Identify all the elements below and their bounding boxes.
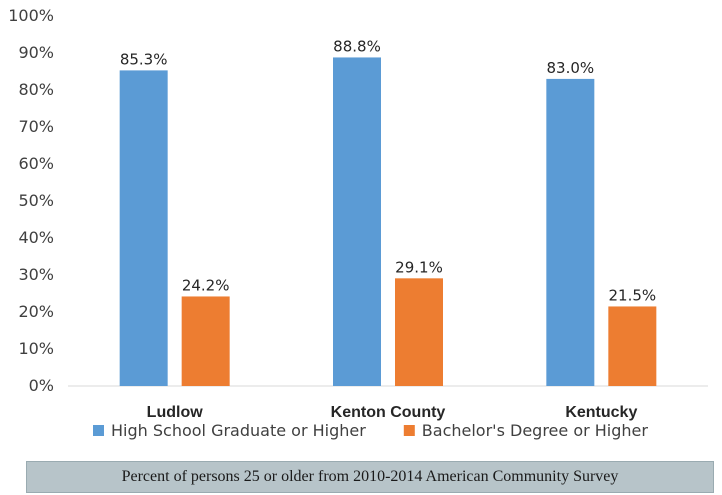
bar-chart: 0% 10% 20% 30% 40% 50% 60% 70% 80% 90% 100% 85.3% 24… (8, 6, 708, 440)
bar-bachelors (608, 306, 657, 386)
legend-label: Bachelor's Degree or Higher (422, 421, 649, 440)
legend-swatch (403, 425, 415, 436)
bar-high-school (333, 57, 381, 386)
data-label: 85.3% (120, 50, 168, 68)
y-tick-label: 70% (18, 117, 54, 136)
bar-bachelors (181, 296, 230, 386)
y-tick-label: 10% (18, 339, 54, 358)
data-label: 24.2% (182, 276, 230, 294)
y-tick-label: 100% (8, 6, 54, 25)
y-tick-label: 90% (18, 43, 54, 62)
legend-label: High School Graduate or Higher (111, 421, 366, 440)
data-label: 29.1% (395, 258, 443, 276)
y-tick-label: 20% (18, 302, 54, 321)
y-tick-label: 0% (29, 376, 54, 395)
category-label: Kentucky (565, 404, 637, 421)
bar-high-school (119, 70, 168, 386)
data-label: 21.5% (609, 286, 657, 304)
category-label: Kenton County (331, 404, 446, 421)
data-label: 88.8% (333, 37, 381, 55)
chart-caption: Percent of persons 25 or older from 2010… (26, 461, 714, 493)
y-tick-label: 60% (18, 154, 54, 173)
y-tick-label: 80% (18, 80, 54, 99)
bar-high-school (546, 78, 595, 387)
y-tick-label: 30% (18, 265, 54, 284)
data-label: 83.0% (547, 59, 595, 77)
category-label: Ludlow (147, 404, 204, 421)
bar-bachelors (395, 278, 443, 386)
y-tick-label: 40% (18, 228, 54, 247)
legend-swatch (93, 425, 104, 436)
y-tick-label: 50% (18, 191, 54, 210)
